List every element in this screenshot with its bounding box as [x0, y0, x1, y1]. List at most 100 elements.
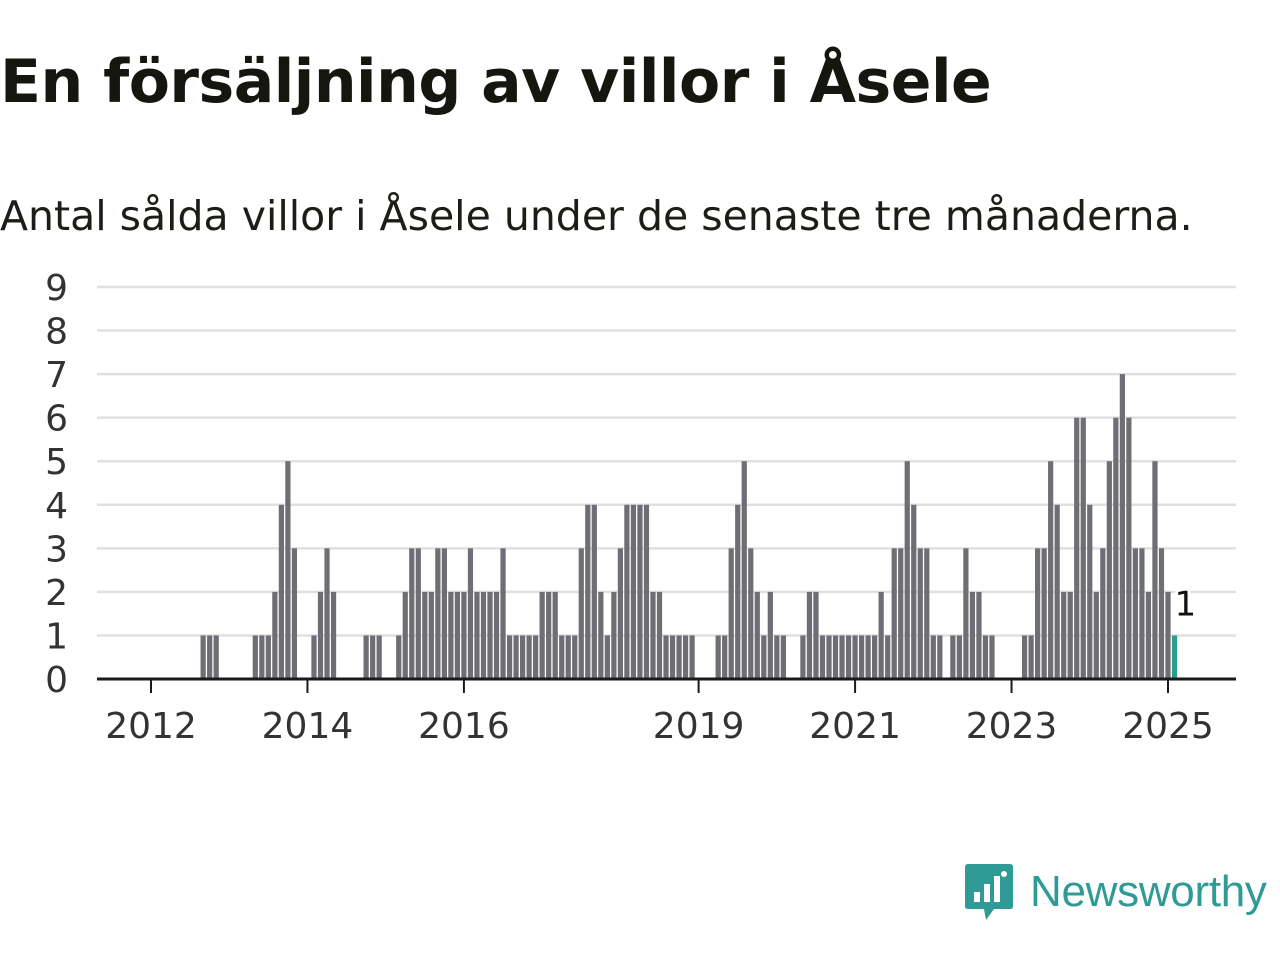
- bar: [1087, 504, 1093, 679]
- bar: [832, 635, 839, 679]
- bar: [1171, 635, 1178, 679]
- bar: [917, 548, 923, 679]
- bar: [324, 548, 330, 679]
- bar: [1126, 417, 1132, 679]
- bar: [930, 635, 936, 679]
- brand-logo: Newsworthy: [964, 862, 1267, 922]
- bar: [963, 548, 969, 679]
- y-tick-label: 6: [45, 399, 68, 440]
- bar: [845, 635, 852, 679]
- bar: [565, 635, 571, 679]
- bar: [911, 504, 917, 679]
- bar: [1100, 548, 1106, 679]
- bar: [448, 591, 454, 679]
- bar: [461, 591, 467, 679]
- bar: [1054, 504, 1060, 679]
- bar: [715, 635, 721, 679]
- bar: [1158, 548, 1165, 679]
- bar: [1119, 374, 1125, 679]
- y-tick-label: 7: [45, 355, 68, 396]
- bar: [500, 548, 506, 679]
- bar: [1080, 417, 1086, 679]
- bars: [200, 374, 1178, 679]
- y-tick-label: 1: [45, 616, 68, 657]
- bar: [552, 591, 558, 679]
- bar: [363, 635, 369, 679]
- bar: [396, 635, 402, 679]
- bar: [741, 461, 747, 679]
- bar: [1165, 591, 1171, 679]
- bar: [1048, 461, 1054, 679]
- bar: [852, 635, 858, 679]
- bar: [676, 635, 682, 679]
- bar: [643, 504, 650, 679]
- bar: [513, 635, 519, 679]
- bar: [546, 591, 552, 679]
- bar: [474, 591, 480, 679]
- bar: [839, 635, 845, 679]
- bar: [1021, 635, 1028, 679]
- bar: [872, 635, 878, 679]
- bar: [259, 635, 265, 679]
- bar: [598, 591, 604, 679]
- bar: [559, 635, 565, 679]
- bar: [885, 635, 891, 679]
- x-tick-label: 2012: [105, 706, 197, 740]
- y-tick-label: 4: [45, 486, 68, 527]
- bar: [526, 635, 532, 679]
- bar: [200, 635, 206, 679]
- bar: [1132, 548, 1139, 679]
- bar: [278, 504, 284, 679]
- bar: [265, 635, 271, 679]
- bar: [806, 591, 813, 679]
- chart-title: En försäljning av villor i Åsele: [0, 47, 992, 117]
- x-tick-label: 2025: [1122, 706, 1214, 740]
- bar: [682, 635, 689, 679]
- bar: [774, 635, 780, 679]
- bar: [435, 548, 441, 679]
- bar: [669, 635, 676, 679]
- bar: [578, 548, 584, 679]
- bar: [604, 635, 610, 679]
- bar: [572, 635, 578, 679]
- bar: [819, 635, 826, 679]
- bar: [591, 504, 597, 679]
- bar: [291, 548, 298, 679]
- bar: [402, 591, 408, 679]
- bar: [415, 548, 421, 679]
- bar: [376, 635, 382, 679]
- bar: [924, 548, 930, 679]
- bar: [937, 635, 943, 679]
- bar: [663, 635, 669, 679]
- bar: [748, 548, 754, 679]
- last-value-annotation: 1: [1172, 581, 1200, 627]
- bar: [285, 461, 291, 679]
- bar: [722, 635, 728, 679]
- bar: [761, 635, 767, 679]
- bar: [1113, 417, 1119, 679]
- bar: [650, 591, 656, 679]
- bar: [813, 591, 819, 679]
- bar: [311, 635, 317, 679]
- newsworthy-logo-icon: [965, 864, 1013, 920]
- bar: [213, 635, 219, 679]
- bar: [878, 591, 884, 679]
- bar: [656, 591, 663, 679]
- bar: [1139, 548, 1145, 679]
- x-tick-label: 2016: [418, 706, 510, 740]
- gridlines: [97, 285, 1236, 637]
- bar: [956, 635, 962, 679]
- bar: [735, 504, 741, 679]
- bar: [370, 635, 376, 679]
- bar: [969, 591, 976, 679]
- chart-subtitle: Antal sålda villor i Åsele under de sena…: [0, 192, 1193, 240]
- bar: [317, 591, 324, 679]
- x-tick-label: 2023: [966, 706, 1058, 740]
- x-tick-label: 2021: [809, 706, 901, 740]
- bar: [826, 635, 832, 679]
- bar: [865, 635, 871, 679]
- bar: [519, 635, 526, 679]
- bar: [800, 635, 806, 679]
